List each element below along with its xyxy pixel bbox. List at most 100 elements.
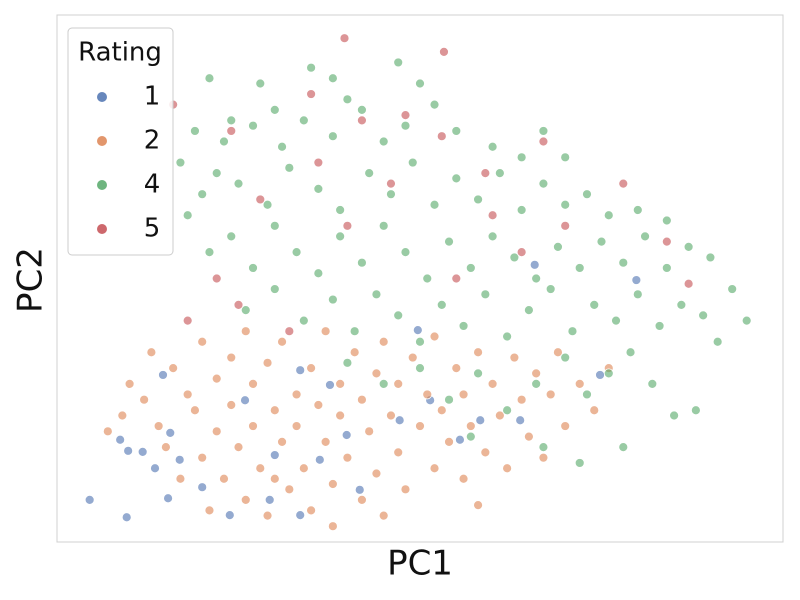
point — [400, 247, 411, 258]
point — [515, 415, 526, 426]
point — [306, 62, 317, 73]
point — [354, 484, 365, 495]
point — [314, 454, 325, 465]
point — [683, 241, 694, 252]
point — [618, 442, 629, 453]
point — [429, 99, 440, 110]
point — [277, 141, 287, 152]
point — [264, 494, 275, 505]
point — [342, 357, 353, 368]
point — [661, 236, 672, 247]
point — [400, 120, 411, 131]
point — [407, 157, 418, 168]
point — [204, 73, 215, 84]
point — [611, 315, 621, 326]
point — [560, 152, 571, 163]
point — [545, 389, 556, 400]
point — [458, 473, 469, 484]
point — [407, 352, 418, 363]
point — [255, 78, 266, 89]
point — [255, 463, 266, 474]
point — [327, 479, 338, 489]
point — [226, 352, 237, 363]
legend-label: 2 — [144, 126, 161, 156]
point — [436, 131, 447, 142]
point — [233, 442, 244, 453]
point — [269, 405, 280, 416]
point — [669, 410, 679, 421]
point — [632, 289, 643, 300]
point — [524, 431, 534, 442]
point — [291, 389, 302, 400]
point — [647, 378, 658, 389]
point — [115, 434, 126, 445]
point — [327, 521, 338, 532]
point — [378, 336, 389, 347]
point — [444, 236, 454, 247]
point — [313, 400, 324, 410]
point — [480, 447, 491, 458]
point — [342, 94, 353, 105]
point — [248, 120, 258, 131]
point — [393, 310, 404, 321]
point — [295, 365, 306, 376]
point — [422, 389, 433, 400]
point — [516, 247, 527, 258]
point — [357, 494, 367, 505]
point — [197, 189, 208, 200]
point — [415, 363, 425, 373]
point — [727, 284, 738, 294]
point — [284, 484, 295, 495]
point — [661, 263, 672, 273]
point — [589, 299, 600, 310]
point — [596, 236, 607, 247]
point — [335, 378, 346, 389]
point — [560, 199, 571, 210]
point — [371, 468, 382, 479]
point — [174, 454, 185, 465]
point — [335, 231, 346, 242]
point — [531, 368, 542, 379]
point — [400, 484, 411, 495]
point — [531, 273, 542, 284]
point — [698, 310, 709, 321]
point — [158, 370, 168, 380]
legend-marker — [97, 224, 107, 234]
point — [298, 463, 309, 474]
point — [146, 347, 157, 358]
point — [654, 321, 665, 331]
point — [240, 305, 251, 316]
point — [325, 380, 335, 390]
point — [291, 421, 302, 431]
point — [451, 126, 462, 136]
point — [494, 410, 505, 421]
point — [393, 57, 404, 68]
point — [603, 210, 614, 221]
point — [335, 205, 346, 215]
point — [269, 473, 280, 484]
point — [335, 410, 346, 421]
point — [618, 257, 629, 268]
point — [211, 168, 222, 179]
point — [349, 326, 360, 337]
point — [444, 394, 454, 405]
point — [269, 220, 280, 231]
point — [269, 450, 280, 460]
legend-label: 5 — [144, 214, 161, 244]
point — [240, 326, 251, 337]
point — [741, 315, 752, 326]
point — [219, 136, 229, 147]
point — [465, 431, 476, 442]
point — [422, 273, 433, 284]
point — [160, 442, 171, 453]
point — [226, 115, 237, 126]
point — [567, 326, 578, 337]
point — [233, 178, 244, 189]
point — [465, 263, 476, 273]
point — [378, 378, 389, 389]
point — [502, 405, 513, 416]
point — [262, 357, 273, 368]
point — [102, 426, 113, 437]
point — [378, 136, 389, 147]
point — [182, 389, 193, 400]
